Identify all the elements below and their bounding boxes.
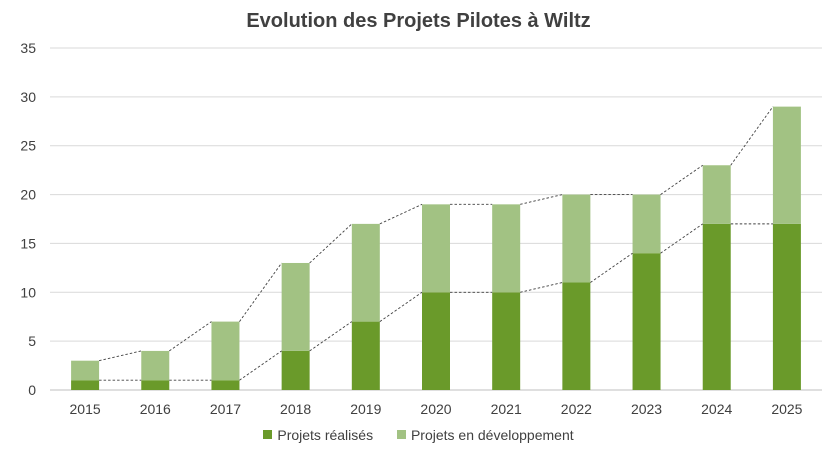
x-tick-label-2019: 2019 (350, 401, 381, 417)
y-tick-label-5: 5 (28, 333, 36, 349)
bar-realises-2025 (772, 223, 801, 390)
bar-realises-2017 (211, 380, 240, 390)
y-tick-label-20: 20 (20, 187, 36, 203)
series-line-realises-8 (660, 223, 703, 254)
bar-developpement-2021 (492, 204, 521, 293)
bar-developpement-2016 (141, 350, 170, 381)
series-line-realises-2 (239, 350, 282, 381)
bar-developpement-2019 (351, 223, 380, 322)
series-line-realises-4 (379, 291, 423, 322)
x-tick-label-2016: 2016 (140, 401, 171, 417)
series-line-developpement-4 (379, 203, 423, 225)
chart-title: Evolution des Projets Pilotes à Wiltz (246, 10, 591, 32)
bar-realises-2016 (141, 380, 170, 390)
legend-label-realises: Projets réalisés (277, 426, 374, 443)
y-tick-label-10: 10 (20, 284, 36, 300)
legend-label-developpement: Projets en développement (410, 426, 574, 443)
y-tick-label-0: 0 (28, 382, 36, 398)
bar-realises-2022 (562, 282, 591, 390)
x-tick-label-2022: 2022 (561, 401, 592, 417)
x-tick-label-2023: 2023 (631, 401, 662, 417)
series-line-developpement-8 (660, 164, 703, 195)
bar-developpement-2025 (772, 106, 801, 224)
legend-swatch-realises (263, 430, 273, 439)
series-line-developpement-9 (730, 106, 774, 166)
y-tick-label-25: 25 (20, 138, 36, 154)
x-tick-label-2018: 2018 (280, 401, 311, 417)
y-tick-label-30: 30 (20, 89, 36, 105)
bar-developpement-2018 (281, 262, 310, 351)
x-tick-label-2024: 2024 (701, 401, 732, 417)
bar-realises-2018 (281, 350, 310, 390)
bar-developpement-2020 (422, 204, 450, 293)
bar-realises-2023 (632, 253, 661, 390)
bar-developpement-2023 (632, 194, 661, 254)
bar-developpement-2017 (211, 321, 240, 381)
x-tick-label-2015: 2015 (70, 401, 101, 417)
series-line-developpement-1 (169, 321, 212, 352)
series-line-developpement-2 (239, 262, 283, 322)
y-tick-label-15: 15 (20, 235, 36, 251)
legend: Projets réalisés Projets en développemen… (0, 426, 837, 443)
x-tick-label-2021: 2021 (491, 401, 522, 417)
bar-developpement-2022 (562, 194, 591, 283)
bar-developpement-2024 (702, 165, 731, 224)
series-line-developpement-0 (98, 350, 142, 362)
bar-realises-2024 (702, 223, 731, 390)
series-line-developpement-6 (520, 194, 563, 205)
series-line-realises-3 (309, 321, 353, 352)
x-tick-label-2017: 2017 (210, 401, 241, 417)
series-line-realises-6 (520, 282, 563, 293)
bar-realises-2020 (422, 292, 450, 390)
y-tick-label-35: 35 (20, 40, 36, 56)
series-line-realises-7 (590, 252, 633, 283)
legend-item-developpement: Projets en développement (396, 426, 574, 443)
bar-realises-2021 (492, 292, 521, 390)
legend-item-realises: Projets réalisés (263, 427, 373, 443)
series-line-developpement-3 (309, 223, 353, 264)
legend-swatch-developpement (396, 430, 406, 439)
bar-realises-2015 (71, 380, 100, 390)
bar-developpement-2015 (71, 360, 100, 381)
bar-realises-2019 (351, 321, 380, 390)
x-tick-label-2020: 2020 (420, 401, 451, 417)
x-tick-label-2025: 2025 (771, 401, 802, 417)
